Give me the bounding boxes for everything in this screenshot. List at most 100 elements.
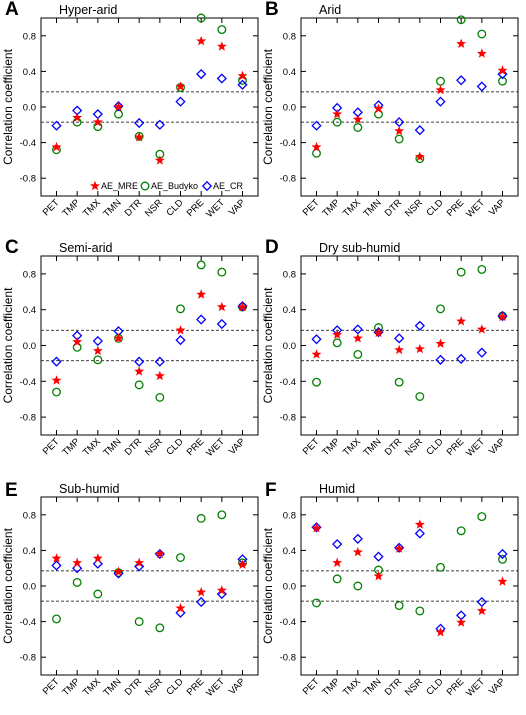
x-category-label: CLD bbox=[424, 676, 445, 697]
star-marker-ae-mre bbox=[51, 375, 62, 385]
x-category-label: WET bbox=[464, 197, 487, 220]
star-marker-ae-mre bbox=[113, 333, 124, 343]
x-category-label: PRE bbox=[445, 436, 467, 458]
diamond-marker-ae-cr bbox=[497, 310, 508, 322]
x-category-label: TMX bbox=[341, 436, 363, 458]
panel-title: Hyper-arid bbox=[59, 3, 117, 17]
circle-marker-ae-budyko bbox=[72, 342, 82, 352]
x-category-label: TMN bbox=[101, 436, 123, 458]
diamond-marker-ae-cr bbox=[196, 68, 207, 80]
panel-title: Semi-arid bbox=[59, 241, 113, 255]
y-tick-label: 0.8 bbox=[23, 510, 36, 521]
y-axis-label: Correlation coefficient bbox=[261, 48, 275, 165]
circle-marker-ae-budyko bbox=[93, 355, 103, 365]
diamond-marker-ae-cr bbox=[154, 119, 165, 130]
circle-marker-ae-budyko bbox=[477, 512, 487, 522]
star-marker-ae-mre bbox=[435, 84, 446, 95]
star-marker-ae-mre bbox=[497, 65, 508, 75]
star-marker-ae-mre bbox=[72, 336, 83, 347]
diamond-marker-ae-cr bbox=[196, 314, 207, 325]
star-marker-ae-mre bbox=[113, 101, 124, 112]
circle-marker-ae-budyko bbox=[134, 380, 144, 390]
diamond-marker-ae-cr bbox=[154, 356, 165, 367]
star-marker-ae-mre bbox=[113, 566, 124, 576]
star-marker-ae-mre bbox=[175, 325, 186, 335]
circle-marker-ae-budyko bbox=[176, 553, 185, 562]
y-axis-label: Correlation coefficient bbox=[1, 527, 15, 644]
circle-marker-ae-budyko bbox=[196, 13, 206, 23]
star-marker-ae-mre bbox=[216, 301, 227, 312]
star-marker-ae-mre bbox=[332, 557, 343, 568]
star-marker-ae-mre bbox=[394, 543, 405, 553]
star-marker-ae-mre bbox=[497, 576, 508, 586]
star-marker-ae-mre bbox=[92, 116, 103, 127]
x-category-label: WET bbox=[204, 197, 227, 220]
x-category-label: NSR bbox=[143, 676, 165, 698]
x-category-label: CLD bbox=[164, 197, 185, 218]
star-marker-ae-mre bbox=[394, 125, 405, 136]
circle-marker-ae-budyko bbox=[477, 29, 487, 39]
diamond-marker-ae-cr bbox=[414, 528, 425, 539]
y-tick-label: 0.0 bbox=[283, 103, 296, 114]
x-category-label: PRE bbox=[445, 676, 467, 698]
x-category-label: WET bbox=[464, 436, 487, 459]
x-category-label: TMN bbox=[361, 676, 383, 698]
x-category-label: TMN bbox=[101, 676, 123, 698]
y-tick-label: -0.4 bbox=[20, 377, 36, 388]
diamond-marker-ae-cr bbox=[134, 561, 145, 572]
star-marker-ae-mre bbox=[414, 519, 425, 529]
x-category-label: TMX bbox=[81, 197, 103, 219]
star-marker-ae-mre bbox=[476, 605, 487, 616]
chart-panel-a: A Hyper-arid 0.8 0.4 0.0 -0.4 -0.8 Correlation … bbox=[1, 0, 259, 220]
x-category-label: TMP bbox=[320, 197, 342, 219]
circle-marker-ae-budyko bbox=[436, 562, 445, 572]
x-category-label: TMP bbox=[320, 676, 342, 698]
y-tick-label: -0.4 bbox=[280, 617, 296, 628]
star-marker-ae-mre bbox=[352, 333, 363, 343]
star-marker-ae-mre bbox=[51, 553, 62, 563]
x-category-label: PET bbox=[301, 436, 322, 457]
panel-title: Sub-humid bbox=[59, 482, 119, 496]
star-marker-ae-mre bbox=[92, 553, 103, 563]
circle-marker-ae-budyko bbox=[374, 109, 383, 119]
diamond-marker-ae-cr bbox=[476, 81, 487, 92]
diamond-marker-ae-cr bbox=[476, 347, 487, 358]
x-category-label: NSR bbox=[143, 436, 165, 458]
star-marker-ae-mre bbox=[311, 349, 322, 359]
chart-panel-c: C Semi-arid 0.8 0.4 0.0 -0.4 -0.8 Correlation c… bbox=[1, 237, 259, 459]
circle-marker-ae-budyko bbox=[114, 109, 123, 119]
diamond-marker-ae-cr bbox=[134, 117, 145, 129]
y-tick-label: 0.0 bbox=[23, 582, 36, 593]
circle-marker-ae-budyko bbox=[312, 377, 321, 387]
legend-label: AE_Budyko bbox=[151, 181, 198, 191]
x-category-label: NSR bbox=[403, 436, 425, 458]
circle-marker-ae-budyko bbox=[415, 606, 425, 616]
star-marker-ae-mre bbox=[237, 301, 248, 312]
y-tick-label: 0.8 bbox=[283, 31, 296, 42]
star-marker-ae-mre bbox=[216, 41, 227, 51]
circle-marker-ae-budyko bbox=[312, 148, 321, 158]
y-axis-label: Correlation coefficient bbox=[261, 287, 275, 404]
diamond-marker-ae-cr bbox=[311, 522, 322, 533]
x-category-label: DTR bbox=[383, 676, 405, 698]
x-category-label: VAP bbox=[227, 676, 248, 697]
diamond-marker-ae-cr bbox=[394, 333, 405, 344]
star-marker-ae-mre bbox=[456, 316, 467, 326]
star-marker-ae-mre bbox=[352, 114, 363, 124]
circle-marker-ae-budyko bbox=[52, 387, 61, 397]
x-category-label: TMP bbox=[60, 197, 82, 219]
x-category-label: VAP bbox=[487, 676, 508, 697]
panel-title: Arid bbox=[319, 3, 341, 17]
y-axis-label: Correlation coefficient bbox=[1, 287, 15, 404]
star-marker-ae-mre bbox=[332, 108, 343, 119]
diamond-marker-ae-cr bbox=[175, 335, 186, 346]
diamond-marker-ae-cr bbox=[113, 100, 124, 112]
y-tick-label: 0.8 bbox=[23, 31, 36, 42]
legend-label: AE_MRE bbox=[101, 181, 138, 191]
star-marker-ae-mre bbox=[456, 617, 467, 627]
star-marker-ae-mre bbox=[373, 103, 384, 113]
circle-marker-ae-budyko bbox=[72, 577, 82, 587]
star-marker-ae-mre bbox=[72, 112, 83, 122]
x-category-label: NSR bbox=[403, 676, 425, 698]
y-tick-label: -0.4 bbox=[20, 617, 36, 628]
